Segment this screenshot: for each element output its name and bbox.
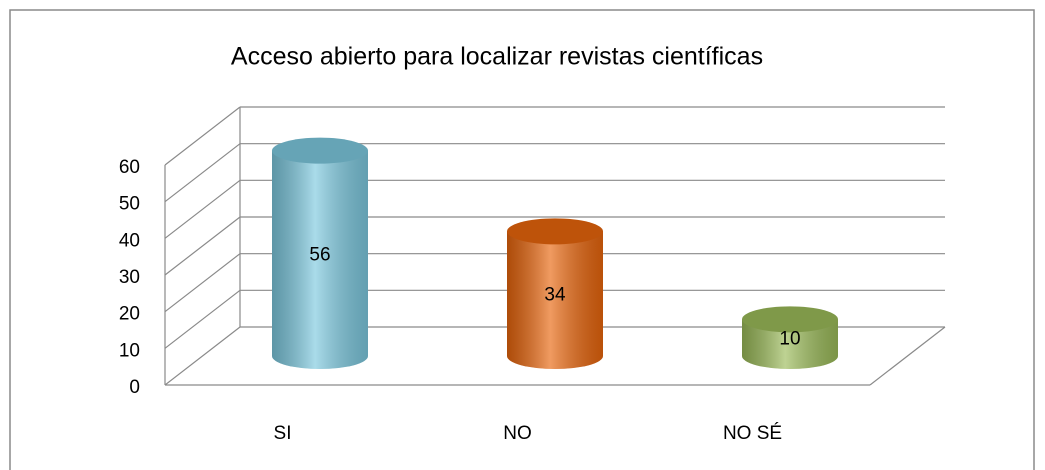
x-tick-label: SI xyxy=(274,423,292,444)
bar xyxy=(742,306,838,369)
bar-shine xyxy=(272,150,368,369)
axis-line xyxy=(869,326,946,386)
y-tick-label: 40 xyxy=(119,230,140,251)
bar xyxy=(272,137,368,369)
grid-line xyxy=(164,143,241,203)
grid-line xyxy=(164,179,241,239)
x-tick-label: NO xyxy=(503,423,532,444)
bar-shine xyxy=(507,231,603,369)
y-tick-label: 50 xyxy=(119,194,140,215)
x-tick-label: NO SÉ xyxy=(723,423,782,444)
y-tick-label: 60 xyxy=(119,157,140,178)
data-label: 56 xyxy=(309,244,330,265)
grid-line xyxy=(164,289,241,349)
data-label: 34 xyxy=(544,285,566,306)
data-label: 10 xyxy=(779,329,800,350)
bar xyxy=(507,218,603,369)
y-tick-label: 20 xyxy=(119,304,140,325)
bar-top xyxy=(272,137,368,164)
bar-top xyxy=(507,218,603,245)
bar-top xyxy=(742,306,838,333)
grid-line xyxy=(164,253,241,313)
chart-title: Acceso abierto para localizar revistas c… xyxy=(231,43,763,71)
grid-line xyxy=(164,326,241,386)
grid-line xyxy=(164,216,241,276)
y-tick-label: 0 xyxy=(129,377,140,398)
bar-shine xyxy=(742,319,838,369)
grid-line xyxy=(164,106,241,166)
y-tick-label: 10 xyxy=(119,340,140,361)
y-tick-label: 30 xyxy=(119,267,140,288)
